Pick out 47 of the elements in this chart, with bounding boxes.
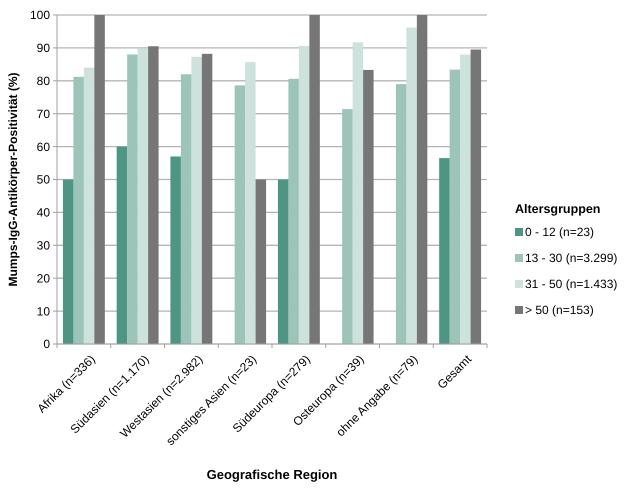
bar <box>191 56 202 344</box>
y-tick-label: 10 <box>36 304 50 318</box>
bar <box>460 54 471 344</box>
x-axis-title: Geografische Region <box>206 467 338 482</box>
bar <box>363 70 374 344</box>
legend-label: 31 - 50 (n=1.433) <box>525 277 618 292</box>
bar <box>406 28 417 344</box>
bar <box>127 54 138 344</box>
bar <box>62 180 74 344</box>
bar <box>138 48 148 344</box>
bar <box>148 46 159 344</box>
y-tick-label: 0 <box>43 337 50 352</box>
bar <box>116 146 128 344</box>
bar <box>245 62 256 344</box>
bar <box>94 15 105 344</box>
bar <box>84 68 94 344</box>
bar <box>234 85 246 344</box>
y-tick-label: 50 <box>36 172 50 187</box>
legend-label: 13 - 30 (n=3.299) <box>525 251 618 266</box>
bar <box>450 70 460 344</box>
y-axis-title: Mumps-IgG-Antikörper-Positivität (%) <box>6 72 20 287</box>
bar <box>309 15 320 344</box>
y-tick-label: 80 <box>36 74 50 88</box>
legend-title: Altersgruppen <box>515 202 600 216</box>
bar <box>416 15 428 344</box>
y-tick-label: 90 <box>36 41 50 56</box>
bar <box>470 50 482 344</box>
bar <box>342 109 353 344</box>
bar <box>439 158 450 344</box>
y-tick-label: 60 <box>36 140 50 154</box>
y-tick-label: 70 <box>36 106 50 121</box>
y-tick-label: 20 <box>36 271 50 286</box>
bar <box>288 78 299 344</box>
bar <box>298 46 310 344</box>
bar <box>256 180 266 344</box>
legend-label: 0 - 12 (n=23) <box>525 225 594 240</box>
bar <box>202 54 212 344</box>
y-tick-label: 40 <box>36 206 50 220</box>
bar <box>278 180 288 344</box>
bar <box>180 74 192 344</box>
bar <box>170 156 181 344</box>
bar <box>396 84 406 344</box>
y-tick-label: 100 <box>30 8 50 22</box>
legend-label: > 50 (n=153) <box>525 303 594 318</box>
bar <box>352 42 364 344</box>
bar <box>73 76 84 344</box>
y-tick-label: 30 <box>36 238 50 252</box>
